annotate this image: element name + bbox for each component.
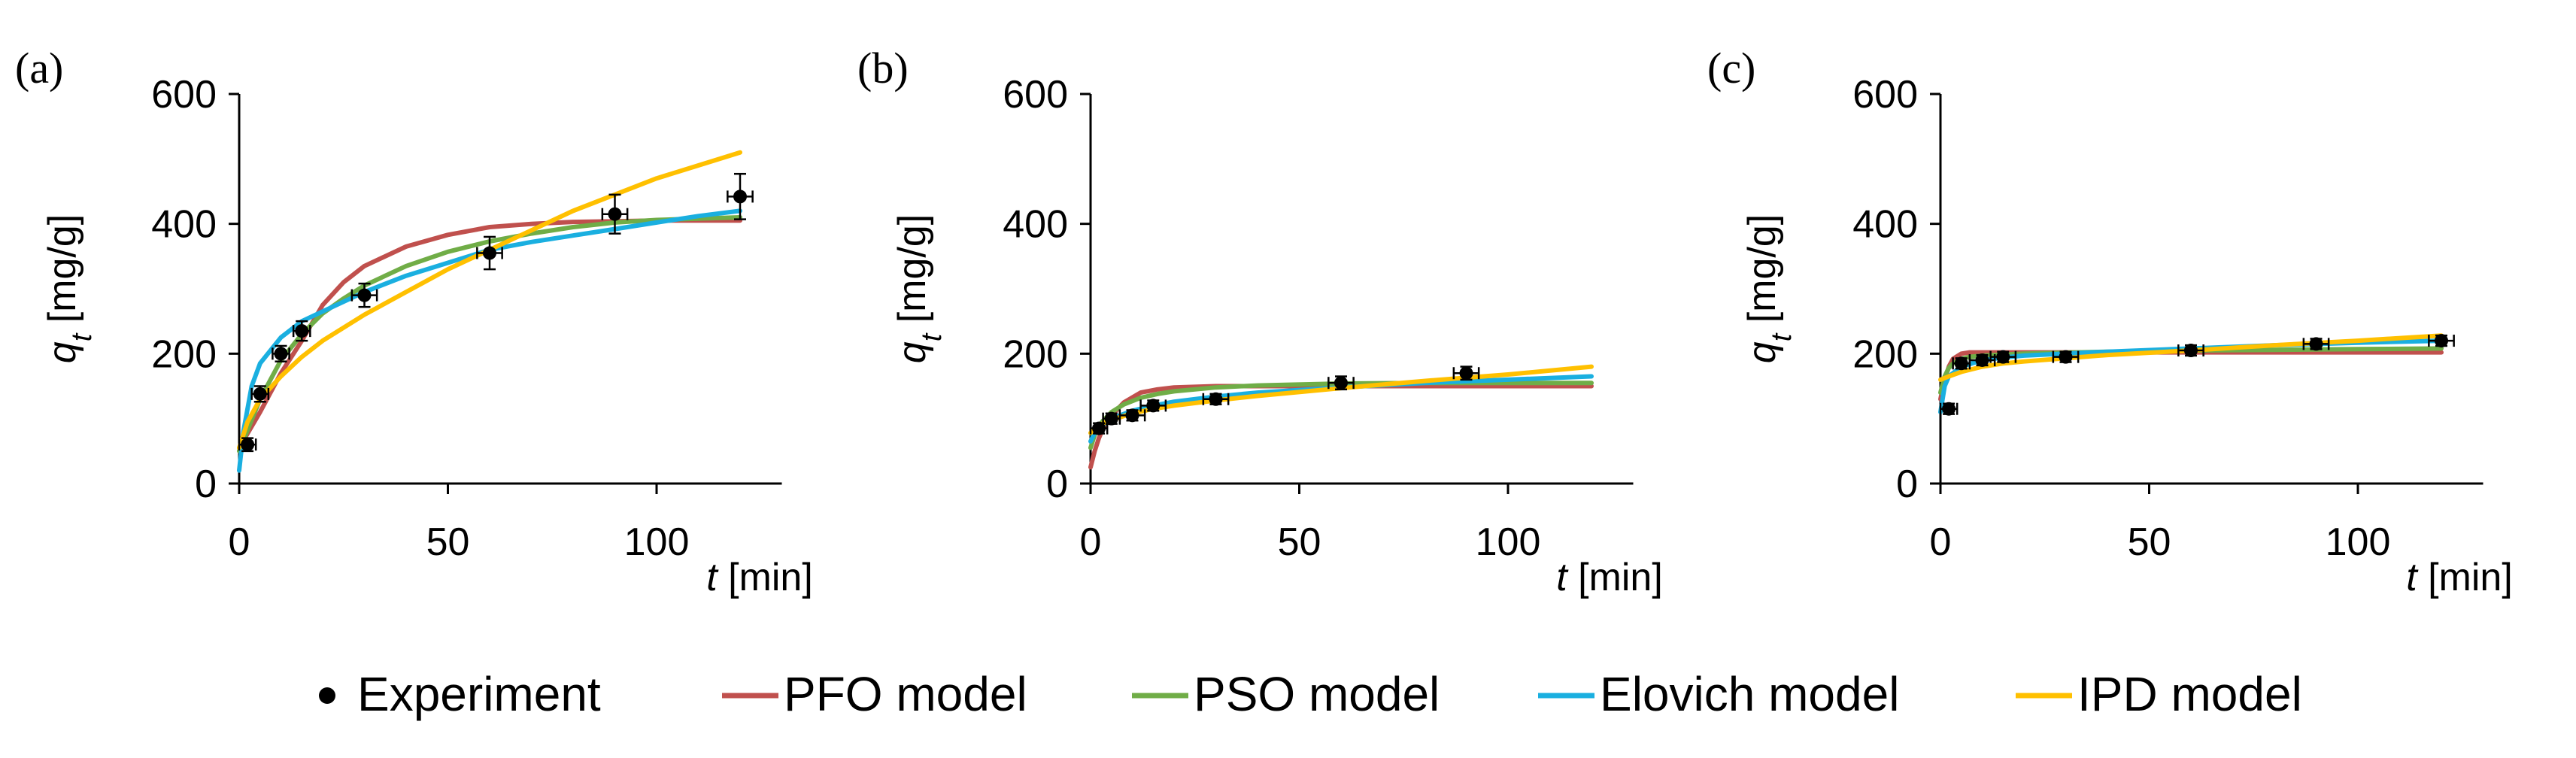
experiment-point (1327, 375, 1355, 391)
experiment-marker (241, 438, 255, 452)
experiment-point (1139, 399, 1167, 413)
experiment-point (601, 193, 629, 235)
legend-marker (319, 687, 335, 704)
panel-label: (c) (1707, 44, 1755, 92)
experiment-marker (733, 190, 747, 204)
legend-label: IPD model (2077, 667, 2302, 721)
experiment-point (1089, 421, 1109, 435)
experiment-marker (2184, 344, 2198, 358)
experiment-point (238, 437, 257, 453)
y-tick-label: 0 (195, 462, 217, 506)
experiment-point (1102, 411, 1121, 426)
series-line-ipd-model (1938, 333, 2444, 382)
y-tick-label: 600 (1852, 73, 1918, 117)
y-axis-title: qt [mg/g] (891, 214, 948, 363)
y-tick-label: 600 (151, 73, 217, 117)
experiment-point (250, 385, 270, 403)
experiment-marker (2435, 334, 2448, 348)
experiment-marker (274, 347, 288, 361)
legend-entry-experiment: Experiment (319, 667, 601, 721)
x-tick-label: 50 (426, 520, 470, 564)
experiment-point (1118, 408, 1146, 423)
y-tick-label: 200 (151, 332, 217, 376)
experiment-marker (1942, 402, 1956, 416)
x-tick-label: 0 (1080, 520, 1102, 564)
x-axis-title: t [min] (706, 556, 813, 599)
experiment-point (1952, 356, 1971, 371)
legend-label: Experiment (357, 667, 601, 721)
experiment-marker (1104, 411, 1118, 426)
experiment-marker (608, 207, 622, 221)
experiment-point (350, 282, 378, 308)
y-tick-label: 600 (1003, 73, 1068, 117)
experiment-marker (483, 246, 496, 260)
experiment-marker (1334, 376, 1348, 390)
y-tick-label: 200 (1852, 332, 1918, 376)
y-tick-label: 200 (1003, 332, 1068, 376)
series-line-pso-model (237, 215, 742, 453)
experiment-point (476, 235, 503, 271)
experiment-marker (1954, 356, 1968, 371)
panel-label: (b) (857, 44, 909, 92)
y-axis-title: qt [mg/g] (1740, 214, 1798, 363)
experiment-marker (1146, 399, 1161, 413)
series-line-elovich-model (237, 208, 742, 473)
experiment-marker (253, 387, 267, 401)
experiment-marker (1125, 408, 1139, 423)
legend-entry-pfo-model: PFO model (722, 667, 1027, 721)
experiment-point (292, 320, 311, 342)
experiment-marker (1209, 392, 1223, 406)
panel-c: (c) 0 200 400 600 0 50 100 qt [mg/g] t [min] (1707, 44, 2513, 599)
y-tick-label: 0 (1896, 462, 1918, 506)
legend: Experiment PFO model PSO model Elovich mode… (319, 667, 2302, 721)
experiment-marker (2309, 337, 2323, 351)
experiment-marker (357, 288, 372, 302)
series-line-pso-model (1088, 381, 1594, 450)
experiment-point (1989, 350, 2017, 364)
panel-a: (a) 0 200 400 600 0 50 100 qt [mg/g] t [min] (15, 44, 813, 599)
x-tick-label: 0 (229, 520, 250, 564)
experiment-marker (1996, 350, 2010, 364)
experiment-marker (1092, 421, 1106, 435)
panel-label: (a) (15, 44, 63, 92)
x-tick-label: 100 (1476, 520, 1541, 564)
x-axis-title: t [min] (1556, 556, 1663, 599)
x-axis-title: t [min] (2406, 556, 2513, 599)
y-axis-title: qt [mg/g] (41, 214, 98, 363)
legend-label: PSO model (1194, 667, 1440, 721)
x-tick-label: 50 (1278, 520, 1321, 564)
x-tick-label: 50 (2128, 520, 2171, 564)
experiment-point (727, 172, 754, 220)
y-tick-label: 400 (1852, 203, 1918, 247)
legend-entry-ipd-model: IPD model (2016, 667, 2302, 721)
experiment-marker (2059, 350, 2073, 364)
legend-entry-pso-model: PSO model (1132, 667, 1440, 721)
experiment-marker (295, 324, 309, 338)
panel-b: (b) 0 200 400 600 0 50 100 qt [mg/g] t [min] (857, 44, 1663, 599)
series-line-pfo-model (1088, 384, 1594, 470)
y-tick-label: 400 (1003, 203, 1068, 247)
x-tick-label: 100 (624, 520, 690, 564)
experiment-point (2428, 334, 2455, 348)
experiment-point (1452, 365, 1480, 381)
experiment-point (1202, 392, 1230, 406)
experiment-point (2177, 344, 2204, 358)
experiment-point (2052, 350, 2080, 364)
legend-label: PFO model (784, 667, 1027, 721)
legend-entry-elovich-model: Elovich model (1538, 667, 1899, 721)
series-line-ipd-model (237, 150, 742, 450)
experiment-point (1939, 402, 1959, 416)
y-tick-label: 0 (1046, 462, 1068, 506)
experiment-point (2302, 337, 2330, 351)
y-tick-label: 400 (151, 203, 217, 247)
legend-label: Elovich model (1600, 667, 1899, 721)
x-tick-label: 0 (1930, 520, 1952, 564)
x-tick-label: 100 (2326, 520, 2391, 564)
experiment-point (272, 344, 290, 362)
experiment-marker (1975, 353, 1989, 367)
experiment-marker (1459, 366, 1473, 381)
